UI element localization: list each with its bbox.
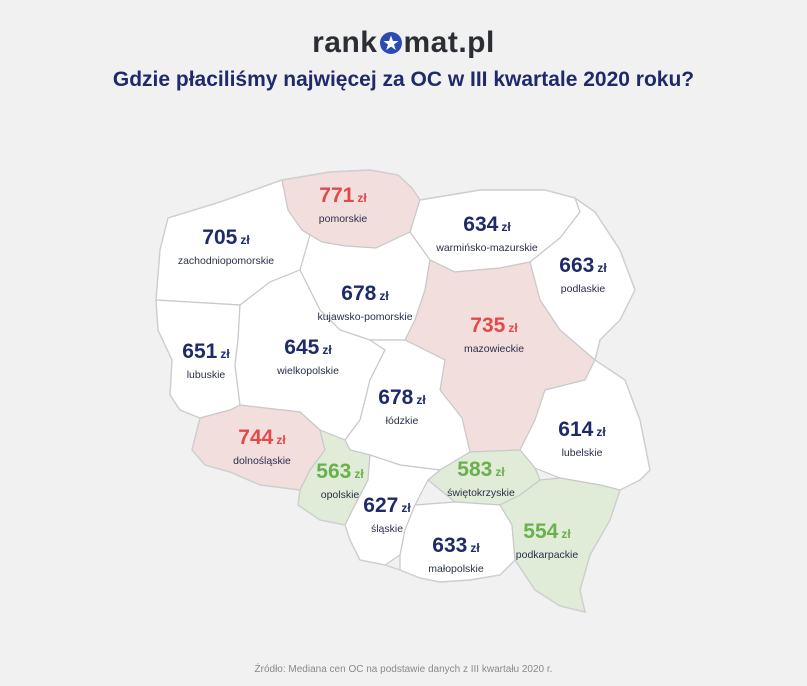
- region-name: zachodniopomorskie: [177, 255, 275, 267]
- region-name: podkarpackie: [515, 549, 579, 561]
- country-outline: [155, 169, 651, 613]
- region-name: opolskie: [320, 489, 360, 501]
- price-value: 663 zł: [559, 254, 607, 277]
- price-value: 633 zł: [432, 534, 480, 557]
- price-value: 583 zł: [457, 458, 505, 481]
- region-name: łódzkie: [385, 415, 419, 427]
- brand-logo-left: rank: [312, 26, 378, 59]
- price-value: 634 zł: [463, 213, 511, 236]
- label-opolskie: 563 zł opolskie: [316, 460, 363, 501]
- label-mazowieckie: 735 zł mazowieckie: [464, 314, 524, 355]
- source-footnote: Źródło: Mediana cen OC na podstawie dany…: [254, 664, 553, 675]
- price-value: 678 zł: [378, 386, 426, 409]
- label-dolnoslaskie: 744 zł dolnośląskie: [233, 426, 291, 467]
- region-name: małopolskie: [428, 563, 484, 575]
- region-name: wielkopolskie: [277, 365, 339, 377]
- brand-logo: rank mat.pl: [0, 26, 807, 60]
- region-name: podlaskie: [560, 283, 606, 295]
- label-podkarpackie: 554 zł podkarpackie: [516, 520, 578, 561]
- label-lubelskie: 614 zł lubelskie: [558, 418, 605, 459]
- region-name: śląskie: [370, 523, 404, 535]
- label-malopolskie: 633 zł małopolskie: [428, 534, 483, 575]
- price-value: 678 zł: [341, 282, 389, 305]
- region-name: warmińsko-mazurskie: [436, 242, 538, 254]
- region-name: lubelskie: [561, 447, 603, 459]
- price-value: 554 zł: [523, 520, 571, 543]
- region-name: kujawsko-pomorskie: [317, 311, 413, 323]
- region-name: dolnośląskie: [233, 455, 291, 467]
- price-value: 705 zł: [202, 226, 250, 249]
- label-pomorskie: 771 zł pomorskie: [319, 184, 367, 225]
- label-kujawsko-pomorskie: 678 zł kujawsko-pomorskie: [317, 282, 412, 323]
- price-value: 627 zł: [363, 494, 411, 517]
- label-zachodniopomorskie: 705 zł zachodniopomorskie: [178, 226, 274, 267]
- label-podlaskie: 663 zł podlaskie: [559, 254, 606, 295]
- price-value: 563 zł: [316, 460, 364, 483]
- price-value: 645 zł: [284, 336, 332, 359]
- page-title: Gdzie płaciliśmy najwięcej za OC w III k…: [112, 68, 695, 91]
- price-value: 735 zł: [470, 314, 518, 337]
- label-warminsko-mazurskie: 634 zł warmińsko-mazurskie: [436, 213, 538, 254]
- logo-star-icon: [379, 32, 402, 54]
- price-value: 744 zł: [238, 426, 286, 449]
- label-slaskie: 627 zł śląskie: [363, 494, 410, 535]
- price-value: 651 zł: [182, 340, 230, 363]
- region-slaskie: [344, 454, 442, 566]
- price-value: 614 zł: [558, 418, 606, 441]
- region-name: świętokrzyskie: [447, 487, 515, 499]
- region-name: pomorskie: [318, 213, 368, 225]
- region-name: mazowieckie: [463, 343, 525, 355]
- region-name: lubuskie: [186, 369, 226, 381]
- label-wielkopolskie: 645 zł wielkopolskie: [277, 336, 339, 377]
- label-swietokrzyskie: 583 zł świętokrzyskie: [447, 458, 515, 499]
- label-lodzkie: 678 zł łódzkie: [378, 386, 425, 427]
- brand-logo-right: mat.pl: [403, 26, 495, 59]
- label-lubuskie: 651 zł lubuskie: [182, 340, 229, 381]
- price-value: 771 zł: [319, 184, 367, 207]
